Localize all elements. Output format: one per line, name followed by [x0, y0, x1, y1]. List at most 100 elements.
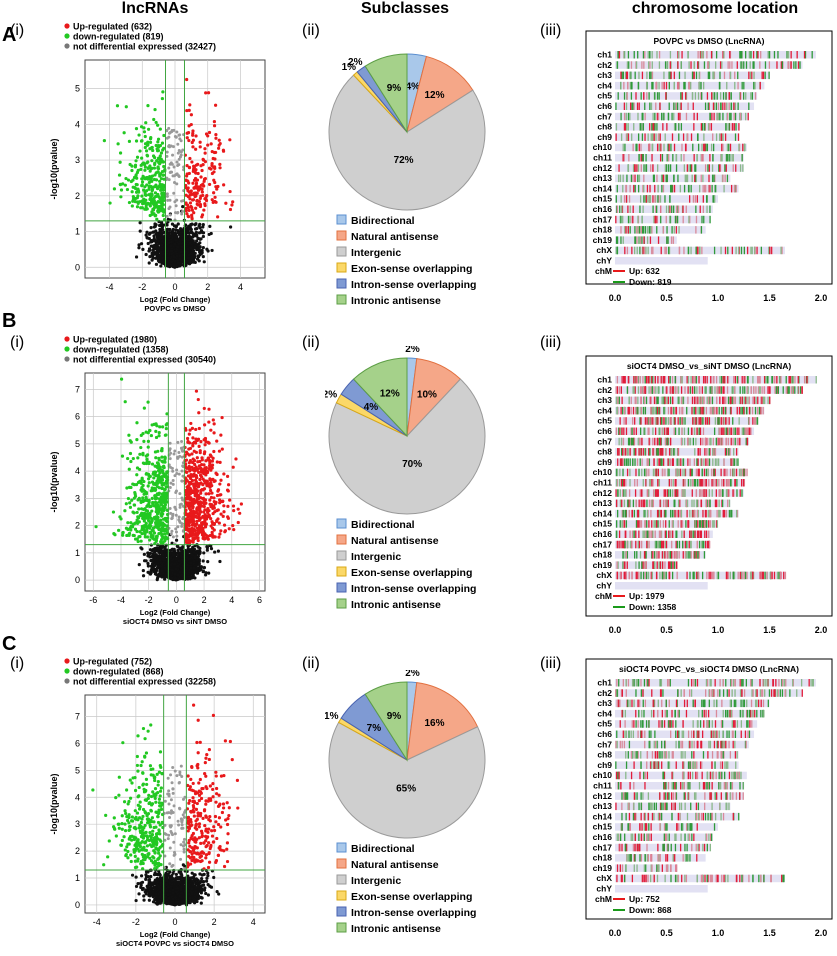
dge-mark	[650, 71, 652, 80]
point-up	[202, 179, 206, 183]
dge-mark	[635, 61, 638, 69]
point-nd	[193, 227, 198, 231]
point-up	[191, 499, 195, 504]
point-up	[195, 515, 199, 520]
point-down	[154, 194, 158, 199]
dge-mark	[675, 215, 677, 224]
point-nd	[181, 237, 185, 242]
point-down	[160, 192, 164, 196]
point-up	[194, 206, 198, 210]
dge-mark	[745, 112, 747, 121]
point-up	[185, 174, 189, 178]
point-up	[228, 498, 232, 502]
x-tick-label: 0	[172, 282, 177, 292]
point-nd	[142, 552, 146, 556]
point-down	[121, 182, 125, 186]
point-up	[199, 164, 203, 168]
point-grey	[175, 172, 179, 176]
point-up	[188, 441, 192, 445]
point-down	[146, 160, 150, 164]
dge-mark	[680, 102, 682, 110]
x-tick-label: 1.5	[763, 293, 776, 303]
point-nd	[194, 246, 198, 250]
chromosome-plot-a: POVPC vs DMSO (LncRNA)ch1ch2ch3ch4ch5ch6…	[585, 30, 833, 303]
point-up	[184, 477, 188, 481]
point-up	[217, 521, 221, 525]
point-down	[149, 166, 153, 171]
pie-legend-swatch	[336, 278, 347, 289]
legend-marker	[64, 336, 70, 342]
dge-mark	[643, 92, 645, 100]
dge-mark	[681, 143, 683, 152]
dge-mark	[726, 154, 728, 162]
point-nd	[180, 253, 185, 257]
dge-mark	[693, 112, 695, 121]
point-up	[185, 520, 189, 524]
point-up	[231, 504, 236, 508]
dge-mark	[618, 51, 620, 59]
pie-legend-label: Intron-sense overlapping	[351, 279, 476, 291]
point-down	[162, 177, 166, 181]
point-up	[192, 484, 196, 488]
dge-mark	[655, 102, 657, 110]
dge-mark	[630, 92, 633, 100]
point-nd	[154, 245, 158, 250]
dge-mark	[668, 71, 670, 80]
point-down	[142, 126, 146, 130]
dge-mark	[727, 61, 729, 69]
dge-mark	[642, 51, 645, 59]
dge-mark	[640, 92, 642, 100]
point-up	[228, 207, 233, 212]
dge-mark	[684, 174, 686, 183]
dge-mark	[803, 51, 806, 59]
dge-mark	[664, 195, 666, 203]
dge-mark	[675, 123, 677, 131]
point-up	[226, 504, 230, 508]
dge-mark	[678, 246, 681, 255]
point-nd	[193, 555, 197, 560]
point-nd	[189, 561, 193, 565]
dge-mark	[663, 112, 666, 121]
point-up	[200, 463, 204, 467]
dge-mark	[658, 92, 660, 100]
chromosome-bar	[615, 154, 744, 162]
dge-mark	[748, 71, 750, 80]
dge-mark	[717, 102, 720, 110]
dge-mark	[671, 112, 673, 121]
dge-mark	[670, 61, 672, 69]
dge-mark	[741, 154, 743, 162]
dge-mark	[739, 92, 741, 100]
point-nd	[160, 243, 164, 247]
dge-mark	[712, 143, 715, 152]
dge-mark	[699, 246, 701, 255]
point-up	[226, 483, 231, 487]
point-nd	[172, 548, 176, 552]
point-nd	[199, 565, 203, 569]
dge-mark	[754, 81, 756, 90]
dge-mark	[619, 205, 621, 213]
dge-mark	[695, 205, 697, 213]
point-up	[191, 460, 195, 465]
dge-mark	[667, 143, 669, 152]
chromosome-bar	[615, 226, 706, 234]
dge-mark	[731, 61, 733, 69]
point-up	[210, 520, 214, 524]
point-nd	[155, 231, 159, 235]
dge-mark	[733, 184, 736, 193]
point-down	[156, 140, 160, 144]
point-grey	[177, 163, 181, 167]
point-down	[130, 204, 134, 208]
dge-mark	[646, 71, 648, 80]
point-nd	[197, 255, 201, 259]
point-nd	[141, 568, 145, 573]
point-nd	[152, 234, 156, 238]
point-grey	[177, 157, 181, 161]
dge-mark	[669, 215, 672, 224]
dge-mark	[644, 133, 646, 141]
point-up	[187, 190, 191, 194]
dge-mark	[696, 154, 698, 162]
point-up	[207, 420, 211, 424]
point-nd	[206, 560, 210, 564]
point-down	[143, 207, 147, 211]
dge-mark	[636, 164, 638, 172]
